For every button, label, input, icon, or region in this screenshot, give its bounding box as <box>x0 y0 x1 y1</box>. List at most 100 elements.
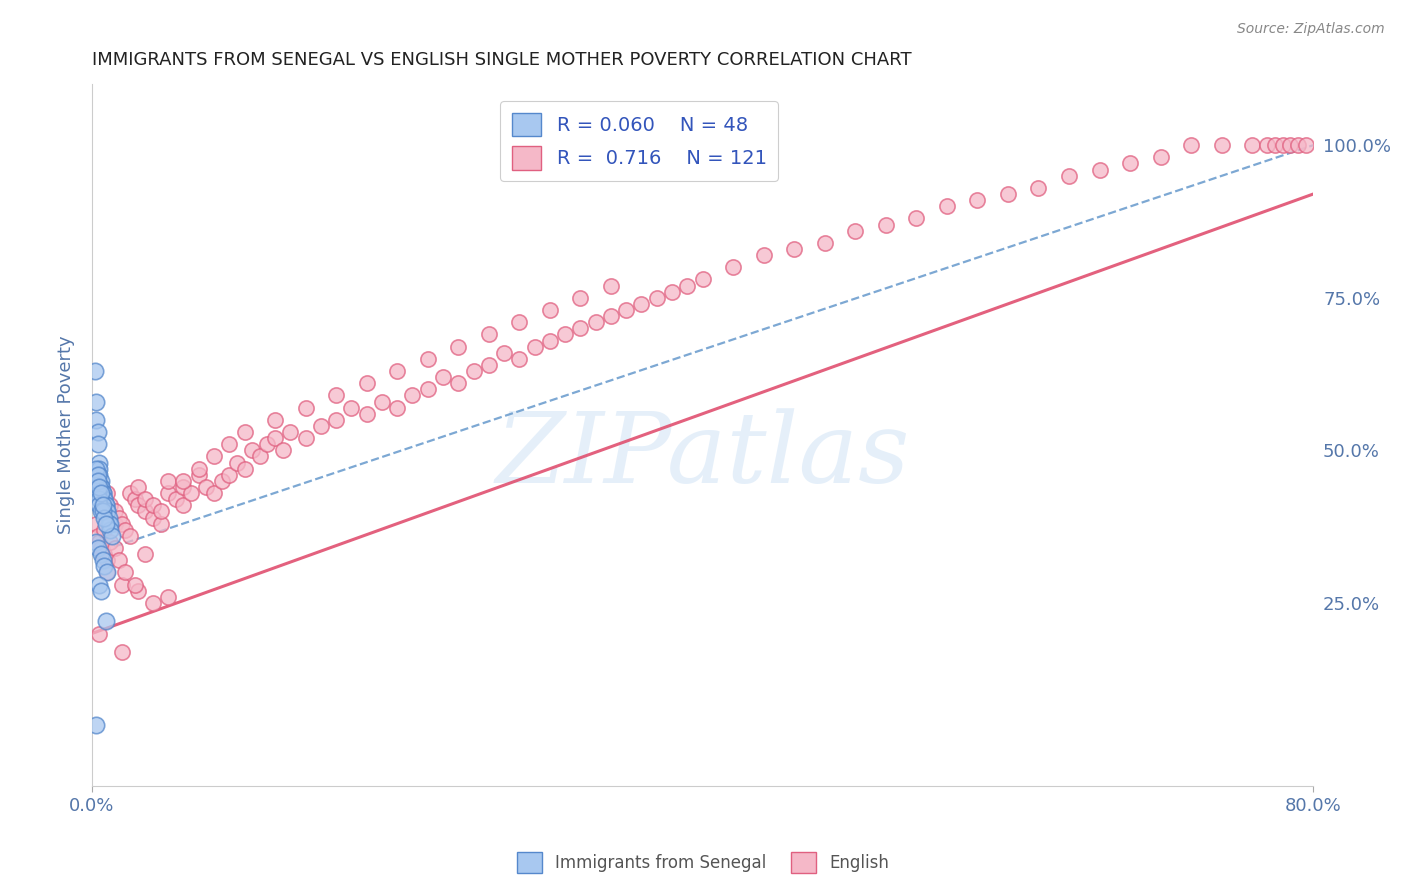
Point <box>96 504 118 518</box>
Point <box>249 450 271 464</box>
Point <box>218 467 240 482</box>
Point <box>108 553 131 567</box>
Point <box>90 541 112 555</box>
Legend: Immigrants from Senegal, English: Immigrants from Senegal, English <box>510 846 896 880</box>
Point <box>523 340 546 354</box>
Point <box>124 577 146 591</box>
Point <box>111 577 134 591</box>
Point <box>86 394 108 409</box>
Point <box>1119 156 1142 170</box>
Point <box>90 547 112 561</box>
Point <box>93 492 115 507</box>
Point <box>97 510 120 524</box>
Point <box>86 413 108 427</box>
Point <box>134 547 156 561</box>
Point <box>104 516 127 531</box>
Point <box>1028 181 1050 195</box>
Point <box>124 492 146 507</box>
Point <box>1057 169 1080 183</box>
Legend: R = 0.060    N = 48, R =  0.716    N = 121: R = 0.060 N = 48, R = 0.716 N = 121 <box>501 101 779 181</box>
Point <box>1256 138 1278 153</box>
Point <box>195 480 218 494</box>
Point <box>89 626 111 640</box>
Point <box>86 718 108 732</box>
Point <box>905 211 928 226</box>
Point <box>494 345 516 359</box>
Point <box>94 615 117 629</box>
Point <box>90 486 112 500</box>
Point <box>1279 138 1302 153</box>
Point <box>463 364 485 378</box>
Point <box>91 553 114 567</box>
Point <box>966 193 988 207</box>
Point <box>676 278 699 293</box>
Point <box>83 364 105 378</box>
Point <box>94 499 117 513</box>
Text: Source: ZipAtlas.com: Source: ZipAtlas.com <box>1237 22 1385 37</box>
Point <box>783 242 806 256</box>
Point <box>294 401 316 415</box>
Point <box>187 467 209 482</box>
Point <box>997 186 1019 201</box>
Point <box>294 431 316 445</box>
Point <box>96 486 118 500</box>
Point <box>356 407 378 421</box>
Point <box>90 583 112 598</box>
Point <box>416 382 439 396</box>
Point <box>87 467 110 482</box>
Point <box>309 419 332 434</box>
Point <box>134 492 156 507</box>
Point <box>91 486 114 500</box>
Point <box>157 486 180 500</box>
Point <box>94 516 117 531</box>
Text: ZIPatlas: ZIPatlas <box>495 409 910 504</box>
Point <box>225 456 247 470</box>
Point <box>89 456 111 470</box>
Point <box>87 474 110 488</box>
Point <box>721 260 744 275</box>
Point <box>111 516 134 531</box>
Point <box>142 596 165 610</box>
Point <box>630 297 652 311</box>
Point <box>89 535 111 549</box>
Point <box>86 480 108 494</box>
Point <box>447 340 470 354</box>
Point <box>1286 138 1309 153</box>
Point <box>844 224 866 238</box>
Point <box>172 480 194 494</box>
Point <box>233 461 256 475</box>
Point <box>94 499 117 513</box>
Point <box>142 499 165 513</box>
Point <box>172 499 194 513</box>
Point <box>569 291 592 305</box>
Point <box>387 364 409 378</box>
Point <box>692 272 714 286</box>
Point <box>86 516 108 531</box>
Point <box>478 358 501 372</box>
Point <box>134 504 156 518</box>
Point <box>172 474 194 488</box>
Point <box>87 425 110 439</box>
Point <box>264 413 287 427</box>
Point <box>127 480 149 494</box>
Point <box>86 535 108 549</box>
Point <box>87 541 110 555</box>
Point <box>1271 138 1294 153</box>
Point <box>90 480 112 494</box>
Point <box>89 492 111 507</box>
Point <box>142 510 165 524</box>
Point <box>1264 138 1286 153</box>
Point <box>87 529 110 543</box>
Point <box>165 492 187 507</box>
Point <box>98 523 121 537</box>
Point <box>432 370 454 384</box>
Point <box>98 535 121 549</box>
Point <box>1149 150 1171 164</box>
Point <box>87 437 110 451</box>
Point <box>264 431 287 445</box>
Point <box>93 523 115 537</box>
Point <box>91 499 114 513</box>
Point <box>118 486 141 500</box>
Point <box>447 376 470 391</box>
Point <box>114 523 136 537</box>
